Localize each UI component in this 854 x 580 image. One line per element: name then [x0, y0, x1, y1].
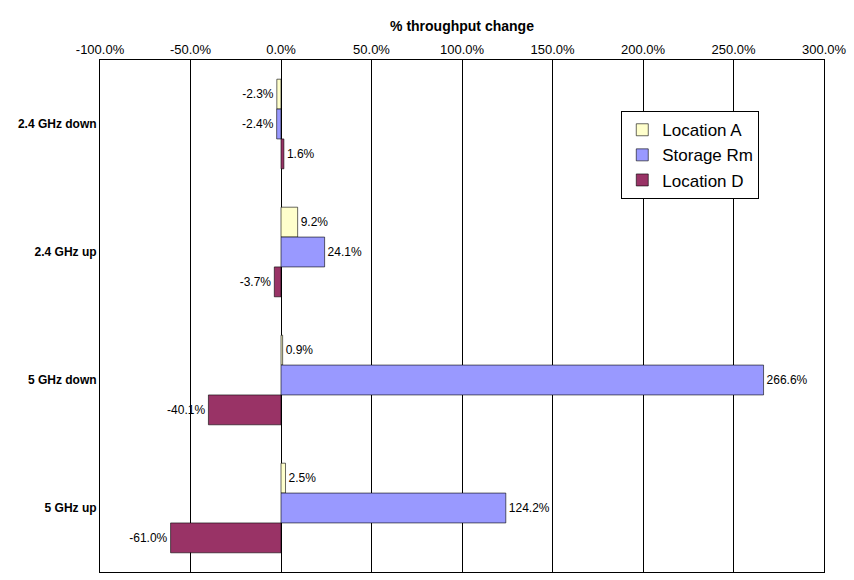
svg-text:-2.4%: -2.4%: [242, 117, 274, 131]
svg-text:0.9%: 0.9%: [286, 343, 314, 357]
svg-text:2.5%: 2.5%: [289, 471, 317, 485]
svg-text:% throughput change: % throughput change: [390, 18, 534, 34]
svg-text:Location D: Location D: [662, 172, 743, 191]
svg-text:24.1%: 24.1%: [328, 245, 362, 259]
svg-text:100.0%: 100.0%: [440, 42, 485, 57]
svg-text:200.0%: 200.0%: [621, 42, 666, 57]
svg-text:9.2%: 9.2%: [301, 215, 329, 229]
svg-text:0.0%: 0.0%: [266, 42, 296, 57]
svg-text:2.4 GHz up: 2.4 GHz up: [35, 245, 97, 259]
svg-text:150.0%: 150.0%: [530, 42, 575, 57]
svg-text:250.0%: 250.0%: [711, 42, 756, 57]
svg-text:-3.7%: -3.7%: [240, 275, 272, 289]
svg-text:-100.0%: -100.0%: [76, 42, 125, 57]
svg-text:266.6%: 266.6%: [767, 373, 808, 387]
svg-text:2.4 GHz down: 2.4 GHz down: [18, 117, 97, 131]
svg-text:-50.0%: -50.0%: [170, 42, 212, 57]
svg-text:-2.3%: -2.3%: [242, 87, 274, 101]
svg-text:5 GHz up: 5 GHz up: [45, 501, 97, 515]
svg-text:-40.1%: -40.1%: [167, 403, 205, 417]
svg-text:300.0%: 300.0%: [802, 42, 847, 57]
svg-text:Storage Rm: Storage Rm: [662, 146, 753, 165]
svg-text:Location A: Location A: [662, 121, 742, 140]
svg-text:-61.0%: -61.0%: [129, 531, 167, 545]
svg-text:5 GHz down: 5 GHz down: [28, 373, 97, 387]
svg-text:1.6%: 1.6%: [287, 147, 315, 161]
svg-text:124.2%: 124.2%: [509, 501, 550, 515]
svg-text:50.0%: 50.0%: [353, 42, 390, 57]
